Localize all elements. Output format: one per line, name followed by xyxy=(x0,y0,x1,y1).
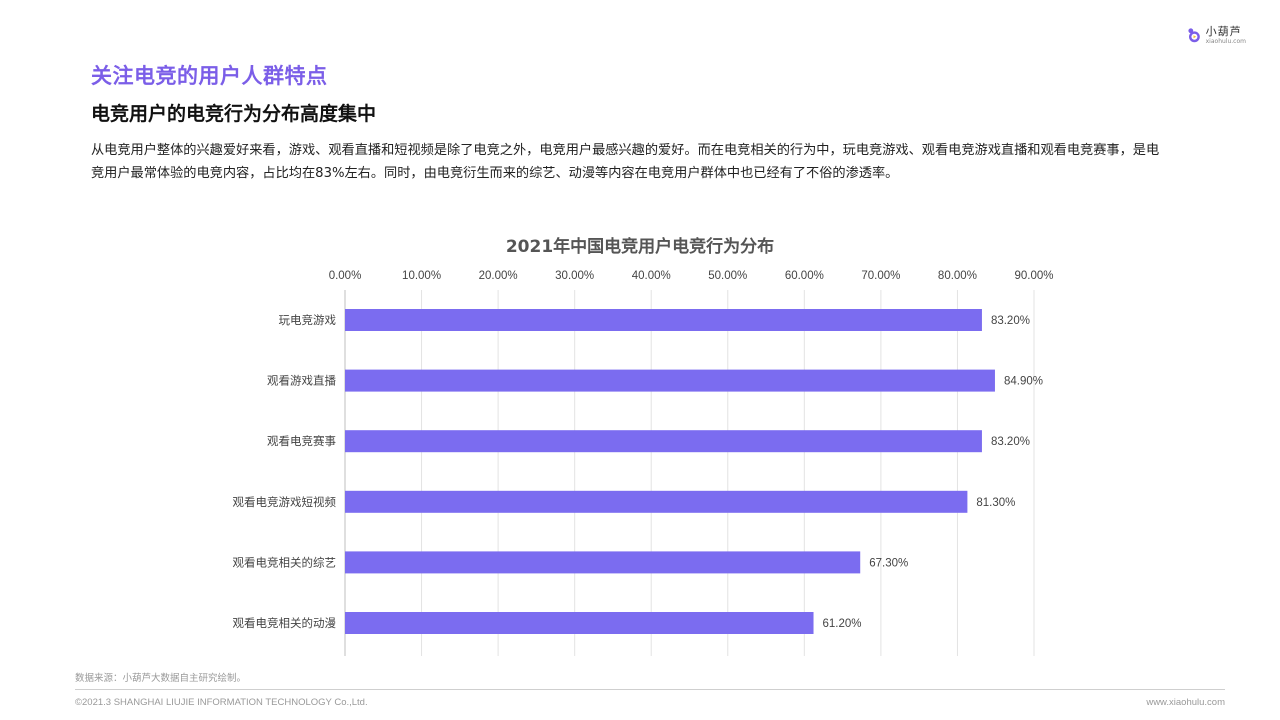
brand-logo: 小葫芦 xiaohulu.com xyxy=(1186,20,1246,50)
category-label: 观看电竞游戏短视频 xyxy=(233,495,337,509)
bar xyxy=(345,369,995,392)
gourd-logo-icon xyxy=(1188,28,1200,43)
bar xyxy=(345,309,982,331)
footer-divider xyxy=(75,689,1225,690)
data-label: 61.20% xyxy=(823,618,862,630)
x-tick-label: 0.00% xyxy=(329,270,362,282)
brand-name: 小葫芦 xyxy=(1205,24,1242,38)
copyright-text: ©2021.3 SHANGHAI LIUJIE INFORMATION TECH… xyxy=(75,697,368,708)
category-label: 观看电竞相关的动漫 xyxy=(233,616,337,630)
x-tick-label: 30.00% xyxy=(555,270,594,282)
x-tick-label: 80.00% xyxy=(938,270,977,282)
x-tick-label: 40.00% xyxy=(632,270,671,282)
x-tick-label: 20.00% xyxy=(479,270,518,282)
data-label: 83.20% xyxy=(991,436,1030,448)
category-label: 玩电竞游戏 xyxy=(279,313,337,327)
x-tick-label: 60.00% xyxy=(785,270,824,282)
data-label: 83.20% xyxy=(991,315,1030,327)
x-tick-label: 70.00% xyxy=(861,270,900,282)
data-label: 84.90% xyxy=(1004,376,1043,388)
data-label: 67.30% xyxy=(869,557,908,569)
x-tick-label: 90.00% xyxy=(1014,270,1053,282)
bar xyxy=(345,430,982,453)
category-label: 观看电竞赛事 xyxy=(267,434,336,448)
x-tick-label: 10.00% xyxy=(402,270,441,282)
category-label: 观看游戏直播 xyxy=(267,374,336,388)
bar xyxy=(345,612,814,634)
bar xyxy=(345,490,968,513)
data-label: 81.30% xyxy=(976,497,1015,509)
brand-domain: xiaohulu.com xyxy=(1205,37,1246,45)
data-source-note: 数据来源：小葫芦大数据自主研究绘制。 xyxy=(75,673,247,684)
page-title: 关注电竞的用户人群特点 xyxy=(91,64,328,88)
summary-text: 从电竞用户整体的兴趣爱好来看，游戏、观看直播和短视频是除了电竞之外，电竞用户最感… xyxy=(91,143,1160,181)
page-subtitle: 电竞用户的电竞行为分布高度集中 xyxy=(91,103,377,125)
website-text: www.xiaohulu.com xyxy=(1146,697,1225,708)
x-tick-label: 50.00% xyxy=(708,270,747,282)
chart-title: 2021年中国电竞用户电竞行为分布 xyxy=(505,237,775,257)
category-label: 观看电竞相关的综艺 xyxy=(233,555,337,569)
bar xyxy=(345,551,861,574)
